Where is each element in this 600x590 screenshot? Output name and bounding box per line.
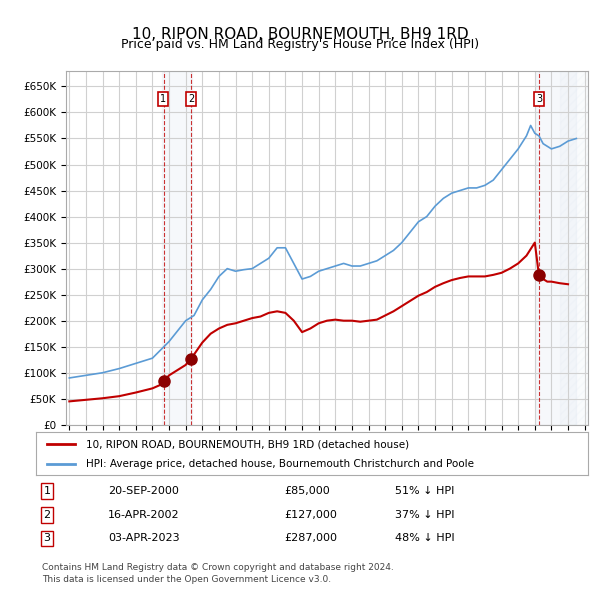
Text: £287,000: £287,000: [284, 533, 337, 543]
Text: 3: 3: [536, 94, 542, 104]
Text: 37% ↓ HPI: 37% ↓ HPI: [395, 510, 454, 520]
Text: 51% ↓ HPI: 51% ↓ HPI: [395, 486, 454, 496]
Text: 1: 1: [44, 486, 50, 496]
Text: Price paid vs. HM Land Registry's House Price Index (HPI): Price paid vs. HM Land Registry's House …: [121, 38, 479, 51]
Text: £85,000: £85,000: [284, 486, 330, 496]
Text: 10, RIPON ROAD, BOURNEMOUTH, BH9 1RD (detached house): 10, RIPON ROAD, BOURNEMOUTH, BH9 1RD (de…: [86, 440, 409, 450]
Text: Contains HM Land Registry data © Crown copyright and database right 2024.: Contains HM Land Registry data © Crown c…: [42, 563, 394, 572]
Text: 3: 3: [44, 533, 50, 543]
Text: 20-SEP-2000: 20-SEP-2000: [108, 486, 179, 496]
Bar: [560, 71, 593, 425]
Text: 16-APR-2002: 16-APR-2002: [108, 510, 179, 520]
Bar: [161, 71, 192, 425]
Bar: [536, 71, 577, 425]
Text: 2: 2: [188, 94, 194, 104]
Text: 1: 1: [160, 94, 166, 104]
Text: This data is licensed under the Open Government Licence v3.0.: This data is licensed under the Open Gov…: [42, 575, 331, 584]
Text: £127,000: £127,000: [284, 510, 337, 520]
Text: 03-APR-2023: 03-APR-2023: [108, 533, 179, 543]
Text: 48% ↓ HPI: 48% ↓ HPI: [395, 533, 454, 543]
Text: 10, RIPON ROAD, BOURNEMOUTH, BH9 1RD: 10, RIPON ROAD, BOURNEMOUTH, BH9 1RD: [131, 27, 469, 41]
Text: 2: 2: [43, 510, 50, 520]
Text: HPI: Average price, detached house, Bournemouth Christchurch and Poole: HPI: Average price, detached house, Bour…: [86, 460, 473, 469]
